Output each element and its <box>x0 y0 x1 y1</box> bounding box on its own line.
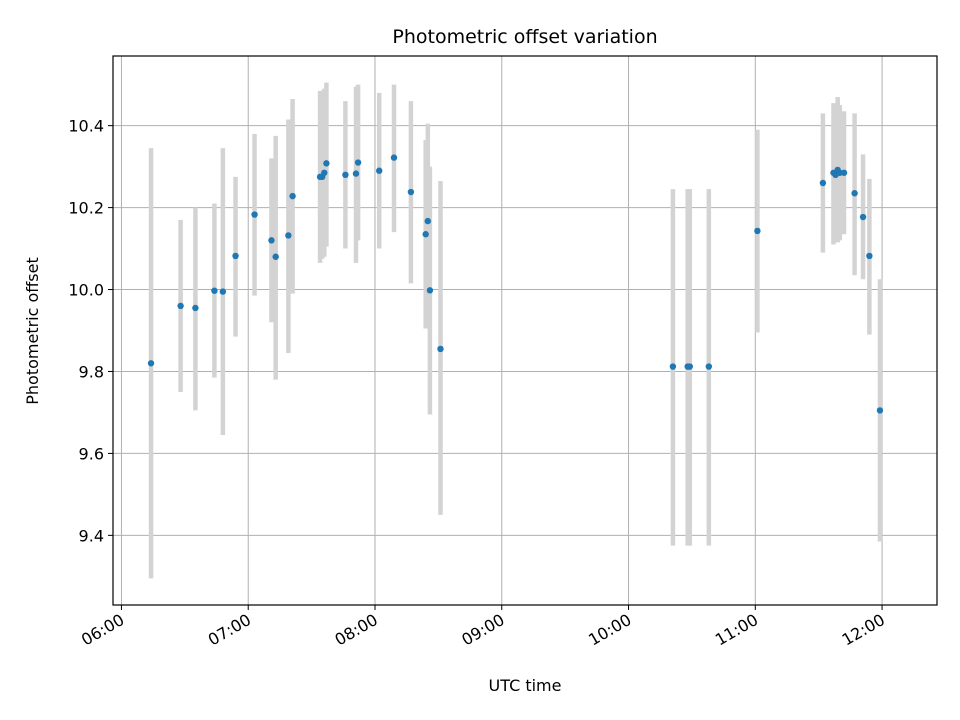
data-point <box>219 288 227 295</box>
y-tick-label: 9.8 <box>79 362 104 381</box>
data-point <box>323 160 330 167</box>
data-point <box>437 345 444 353</box>
data-point <box>754 227 761 235</box>
y-tick-label: 9.6 <box>79 444 104 463</box>
data-point <box>289 192 296 200</box>
data-point <box>147 360 155 367</box>
x-axis-label: UTC time <box>489 676 562 695</box>
data-point <box>705 363 713 370</box>
data-point <box>342 171 349 179</box>
plot-frame <box>112 55 938 606</box>
y-tick-label: 10.2 <box>68 199 104 218</box>
data-point <box>422 231 429 238</box>
data-points <box>147 154 884 414</box>
data-point <box>177 302 184 310</box>
y-tick-label: 10.0 <box>68 281 104 300</box>
data-point <box>321 169 328 176</box>
data-point <box>876 407 884 414</box>
data-point <box>352 170 360 177</box>
data-point <box>407 188 415 196</box>
chart-title: Photometric offset variation <box>392 26 657 48</box>
data-point <box>426 287 434 294</box>
y-axis-ticks: 9.4 9.6 9.8 10.0 10.2 10.4 <box>68 117 113 545</box>
data-point <box>424 217 432 225</box>
data-point <box>376 167 383 174</box>
data-point <box>390 154 398 161</box>
data-point <box>232 252 239 260</box>
data-point <box>851 190 858 197</box>
y-tick-label: 9.4 <box>79 526 104 545</box>
data-point <box>354 159 362 166</box>
data-point <box>686 363 693 370</box>
data-point <box>840 169 848 176</box>
data-point <box>285 232 292 239</box>
y-axis-label: Photometric offset <box>23 257 42 405</box>
data-point <box>669 363 677 370</box>
data-point <box>272 253 279 260</box>
data-point <box>211 287 218 294</box>
data-point <box>866 252 873 260</box>
data-point <box>192 304 199 312</box>
data-point <box>819 179 827 187</box>
data-point <box>859 213 867 221</box>
data-point <box>251 211 258 218</box>
data-point <box>268 237 275 244</box>
y-tick-label: 10.4 <box>68 117 104 136</box>
